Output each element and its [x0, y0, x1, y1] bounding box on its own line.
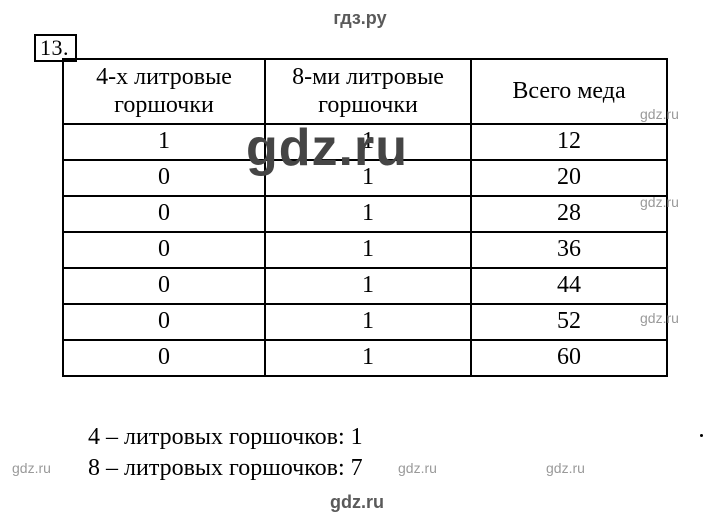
cell: 0 [63, 304, 265, 340]
cell: 44 [471, 268, 667, 304]
cell: 52 [471, 304, 667, 340]
cell: 0 [63, 232, 265, 268]
cell: 1 [265, 340, 471, 376]
cell: 0 [63, 268, 265, 304]
col-header-text: 4-х литровые [96, 64, 232, 90]
table-row: 1 1 12 [63, 124, 667, 160]
col-header-total: Всего меда [471, 59, 667, 124]
cell: 60 [471, 340, 667, 376]
answer-line-2: 8 – литровых горшочков: 7 [88, 453, 363, 484]
cell: 1 [265, 304, 471, 340]
cell: 1 [265, 160, 471, 196]
table-row: 0 1 28 [63, 196, 667, 232]
cell: 0 [63, 196, 265, 232]
watermark-footer: gdz.ru [330, 492, 384, 513]
cell: 1 [63, 124, 265, 160]
data-table: 4-х литровые горшочки 8-ми литровые горш… [62, 58, 668, 377]
table-row: 0 1 20 [63, 160, 667, 196]
table-row: 0 1 44 [63, 268, 667, 304]
col-header-4l: 4-х литровые горшочки [63, 59, 265, 124]
col-header-text: горшочки [114, 92, 214, 118]
watermark-small: gdz.ru [398, 460, 437, 476]
cell: 36 [471, 232, 667, 268]
cell: 12 [471, 124, 667, 160]
cell: 28 [471, 196, 667, 232]
cell: 1 [265, 196, 471, 232]
table-row: 0 1 52 [63, 304, 667, 340]
watermark-small: gdz.ru [546, 460, 585, 476]
col-header-text: горшочки [318, 92, 418, 118]
page-root: { "header": { "site": "гдз.ру" }, "probl… [0, 0, 720, 519]
table-header-row: 4-х литровые горшочки 8-ми литровые горш… [63, 59, 667, 124]
col-header-text: Всего меда [512, 78, 625, 104]
col-header-text: 8-ми литровые [292, 64, 444, 90]
cell: 0 [63, 340, 265, 376]
table-row: 0 1 36 [63, 232, 667, 268]
cell: 20 [471, 160, 667, 196]
answer-line-1: 4 – литровых горшочков: 1 [88, 422, 363, 453]
cell: 1 [265, 124, 471, 160]
table-row: 0 1 60 [63, 340, 667, 376]
watermark-small: gdz.ru [12, 460, 51, 476]
problem-number: 13. [40, 35, 69, 60]
col-header-8l: 8-ми литровые горшочки [265, 59, 471, 124]
page-title: гдз.ру [0, 0, 720, 29]
scan-dot [700, 434, 703, 437]
cell: 1 [265, 268, 471, 304]
cell: 0 [63, 160, 265, 196]
answer-block: 4 – литровых горшочков: 1 8 – литровых г… [88, 422, 363, 484]
cell: 1 [265, 232, 471, 268]
